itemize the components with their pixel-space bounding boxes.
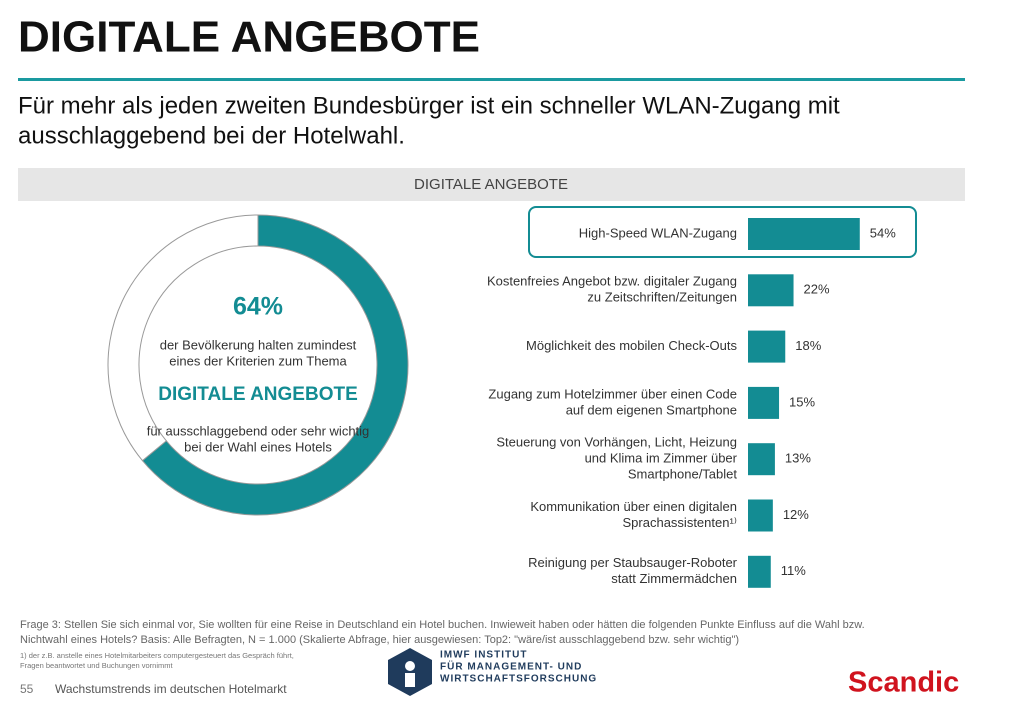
bar-label: Smartphone/Tablet — [628, 467, 738, 482]
value-label: 18% — [795, 338, 821, 353]
center-text: für ausschlaggebend oder sehr wichtig — [147, 423, 370, 438]
report-name: Wachstumstrends im deutschen Hotelmarkt — [55, 682, 287, 696]
question-note: Nichtwahl eines Hotels? Basis: Alle Befr… — [20, 634, 739, 646]
center-value: 64% — [233, 293, 283, 321]
bar — [748, 499, 773, 532]
bar — [748, 274, 794, 307]
slide-title: DIGITALE ANGEBOTE — [18, 13, 480, 62]
footnote: Fragen beantwortet und Buchungen vornimm… — [20, 661, 174, 670]
subtitle: Für mehr als jeden zweiten Bundesbürger … — [18, 92, 840, 119]
footnote: 1) der z.B. anstelle eines Hotelmitarbei… — [20, 651, 294, 660]
bar — [748, 218, 860, 250]
bar-label: Möglichkeit des mobilen Check-Outs — [526, 338, 737, 353]
value-label: 12% — [783, 507, 809, 522]
bar-label: Sprachassistenten¹⁾ — [623, 515, 737, 530]
bar-label: Kommunikation über einen digitalen — [530, 499, 737, 514]
question-note: Frage 3: Stellen Sie sich einmal vor, Si… — [20, 619, 865, 631]
bar-label: Steuerung von Vorhängen, Licht, Heizung — [496, 435, 737, 450]
imwf-logo-text: FÜR MANAGEMENT- UND — [440, 660, 582, 673]
value-label: 15% — [789, 394, 815, 409]
bar-label: Zugang zum Hotelzimmer über einen Code — [488, 386, 737, 401]
value-label: 54% — [870, 225, 896, 240]
bar — [748, 330, 786, 363]
highlight-box — [528, 206, 917, 258]
donut-segment — [107, 214, 259, 462]
bar — [748, 386, 780, 419]
center-text: bei der Wahl eines Hotels — [184, 439, 332, 454]
title-rule — [18, 78, 965, 81]
bar — [748, 555, 771, 588]
page-number: 55 — [20, 682, 34, 696]
imwf-logo-icon — [388, 648, 432, 696]
bar-label: statt Zimmermädchen — [611, 571, 737, 586]
center-highlight: DIGITALE ANGEBOTE — [158, 384, 358, 405]
bar-label: zu Zeitschriften/Zeitungen — [587, 290, 737, 305]
panel-band — [18, 168, 965, 201]
bar-label: Reinigung per Staubsauger-Roboter — [528, 555, 738, 570]
bar — [748, 443, 775, 476]
donut-segment — [141, 214, 409, 516]
center-text: eines der Kriterien zum Thema — [169, 353, 347, 368]
subtitle: ausschlaggebend bei der Hotelwahl. — [18, 122, 405, 149]
imwf-logo-text: WIRTSCHAFTSFORSCHUNG — [440, 674, 597, 685]
panel-title: DIGITALE ANGEBOTE — [414, 176, 568, 193]
brand-logo: Scandic — [848, 667, 959, 699]
value-label: 13% — [785, 451, 811, 466]
center-text: der Bevölkerung halten zumindest — [160, 337, 357, 352]
value-label: 11% — [781, 563, 806, 578]
imwf-logo-text: IMWF INSTITUT — [440, 650, 527, 661]
bar-label: auf dem eigenen Smartphone — [566, 402, 737, 417]
bar-label: Kostenfreies Angebot bzw. digitaler Zuga… — [487, 274, 737, 289]
bar-label: High-Speed WLAN-Zugang — [579, 225, 737, 240]
value-label: 22% — [804, 282, 830, 297]
bar-label: und Klima im Zimmer über — [585, 451, 738, 466]
